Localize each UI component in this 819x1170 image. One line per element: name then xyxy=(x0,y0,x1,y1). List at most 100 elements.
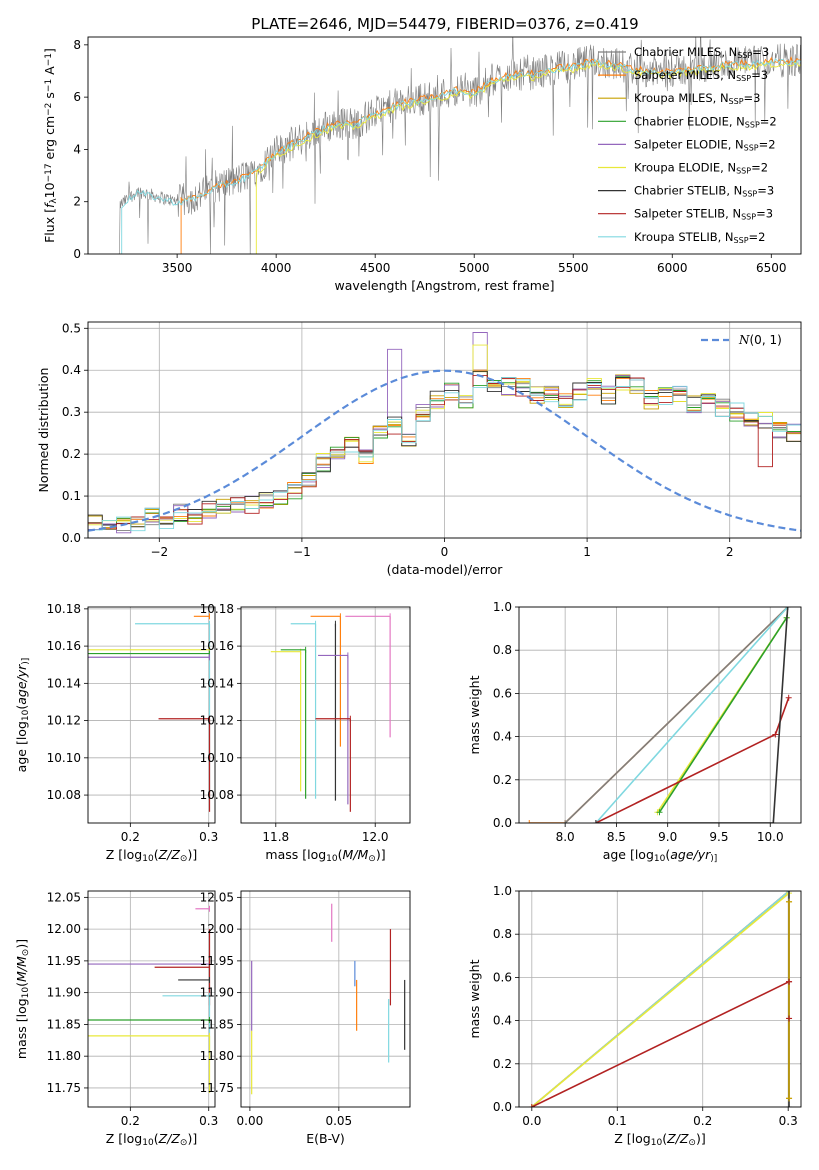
label-part: age [log xyxy=(14,721,29,772)
label-part: s xyxy=(42,92,57,103)
weight-marker xyxy=(786,1104,793,1107)
y-tick-label: 0.2 xyxy=(62,447,81,461)
histogram-series xyxy=(88,370,801,538)
y-tick-label: 10.16 xyxy=(200,639,234,653)
y-tick-label: 11.80 xyxy=(200,1049,234,1063)
y-tick-label: 0.4 xyxy=(493,1014,512,1028)
weight-marker xyxy=(784,607,791,610)
legend-sub: SSP xyxy=(744,143,759,152)
y-tick-label: 6 xyxy=(73,90,81,104)
weight-lines xyxy=(528,891,793,1107)
y-tick-label: 10.18 xyxy=(200,602,234,616)
label-part: Z [log xyxy=(106,1131,142,1146)
axes-frame xyxy=(518,606,802,824)
legend-tail: =3 xyxy=(752,45,769,59)
y-tick-label: 0.1 xyxy=(62,489,81,503)
y-tick-label: 0.5 xyxy=(62,321,81,335)
observed-spectrum xyxy=(117,37,801,254)
legend-text: Chabrier STELIB, N xyxy=(634,184,742,198)
axes-frame xyxy=(87,606,216,824)
label-part: ( xyxy=(14,982,29,987)
legend-sub: SSP xyxy=(737,51,752,60)
legend-tail: =3 xyxy=(757,184,774,198)
x-tick-label: −2 xyxy=(150,545,168,559)
legend-text: Kroupa STELIB, N xyxy=(634,230,734,244)
legend-text: (0, 1) xyxy=(750,333,782,347)
y-tick-label: 11.95 xyxy=(47,954,81,968)
residuals-panel: −2 −1 0 1 2 0.0 0.1 0.2 0.3 0.4 0.5 (data-model)/er… xyxy=(36,321,802,577)
histogram-series xyxy=(88,369,801,538)
figure-title: PLATE=2646, MJD=54479, FIBERID=0376, z=0… xyxy=(251,15,638,33)
x-tick-label: 0.2 xyxy=(121,1114,140,1128)
mass-vs-ebv-panel: 0.00 0.05 11.75 11.80 11.85 11.90 11.95 12.00 12… xyxy=(200,890,411,1146)
x-tick-label: 4000 xyxy=(261,261,292,275)
x-tick-label: 8.0 xyxy=(556,830,575,844)
x-tick-label: 5500 xyxy=(558,261,589,275)
legend-tail: =2 xyxy=(760,114,777,128)
spectrum-lines xyxy=(117,37,801,254)
axes-frame xyxy=(87,36,802,255)
axes-frame xyxy=(87,890,216,1108)
label-part: 10 xyxy=(326,854,338,864)
x-tick-label: 0.3 xyxy=(199,1114,218,1128)
x-axis-label: Z [log10(Z/Z⊙)] xyxy=(106,847,197,864)
legend-text: N xyxy=(738,333,750,347)
label-part: ⊙ xyxy=(688,1138,696,1148)
label-part: Z/Z xyxy=(666,1131,689,1146)
legend-label: Salpeter MILES, NSSP=3 xyxy=(634,68,768,83)
label-part: ] xyxy=(42,48,57,53)
weight-marker xyxy=(786,1095,793,1102)
label-part: ⊙ xyxy=(21,949,31,957)
y-tick-label: 0.6 xyxy=(493,686,512,700)
y-tick-label: 1.0 xyxy=(493,600,512,614)
legend-label: Chabrier STELIB, NSSP=3 xyxy=(634,184,774,199)
weight-marker xyxy=(786,898,793,905)
legend-label: Salpeter STELIB, NSSP=3 xyxy=(634,207,773,222)
age-vs-mass-panel: 11.8 12.0 10.08 10.10 10.12 10.14 10.16 10.18 ma… xyxy=(200,602,411,864)
weight-vs-age-panel: 8.0 8.5 9.0 9.5 10.0 0.0 0.2 0.4 0.6 0.8 1.0 age [l… xyxy=(467,600,802,864)
y-tick-label: 11.90 xyxy=(200,986,234,1000)
legend-text: Chabrier ELODIE, N xyxy=(634,114,745,128)
label-part: )] xyxy=(21,658,31,665)
weight-lines xyxy=(526,607,792,823)
y-axis-label: mass weight xyxy=(467,675,482,754)
y-tick-label: 11.85 xyxy=(200,1017,234,1031)
x-tick-label: 3500 xyxy=(162,261,193,275)
error-bars xyxy=(251,903,406,1095)
x-tick-label: 0.0 xyxy=(522,1114,541,1128)
x-tick-label: 0.2 xyxy=(121,830,140,844)
weight-line xyxy=(658,617,788,813)
error-bars xyxy=(88,613,211,812)
x-tick-label: 0.05 xyxy=(325,1114,352,1128)
error-bars xyxy=(88,905,211,1094)
label-part: −1 xyxy=(44,79,54,92)
x-tick-label: 9.0 xyxy=(658,830,677,844)
x-tick-label: 4500 xyxy=(360,261,391,275)
label-part: 10 xyxy=(21,709,31,721)
legend-sub: SSP xyxy=(736,167,751,176)
label-part: mass [log xyxy=(14,998,29,1059)
legend-tail: =3 xyxy=(756,207,773,221)
y-tick-label: 10.10 xyxy=(200,751,234,765)
y-tick-label: 4 xyxy=(73,142,81,156)
histogram-series xyxy=(88,374,801,538)
label-part: erg cm xyxy=(42,116,57,164)
label-part: 10 xyxy=(42,182,57,198)
label-part: ( xyxy=(338,847,343,862)
legend-sub: SSP xyxy=(736,74,751,83)
label-part: M/M xyxy=(343,847,369,862)
legend-label: N(0, 1) xyxy=(738,333,782,347)
y-tick-label: 11.75 xyxy=(47,1081,81,1095)
y-tick-label: 0.4 xyxy=(493,730,512,744)
label-part: )] xyxy=(187,1131,197,1146)
x-axis-label: wavelength [Angstrom, rest frame] xyxy=(334,278,554,293)
histogram-series xyxy=(88,377,801,538)
y-tick-label: 10.12 xyxy=(200,714,234,728)
label-part: M/M xyxy=(14,956,29,982)
x-axis-label: age [log10(age/yr)] xyxy=(603,847,718,864)
legend-text: Chabrier MILES, N xyxy=(634,45,737,59)
legend-sub: SSP xyxy=(741,213,756,222)
label-part: 10 xyxy=(142,854,154,864)
y-tick-label: 12.05 xyxy=(47,890,81,904)
weight-vs-metallicity-panel: 0.0 0.1 0.2 0.3 0.0 0.2 0.4 0.6 0.8 1.0 Z [log10(Z… xyxy=(467,884,802,1148)
